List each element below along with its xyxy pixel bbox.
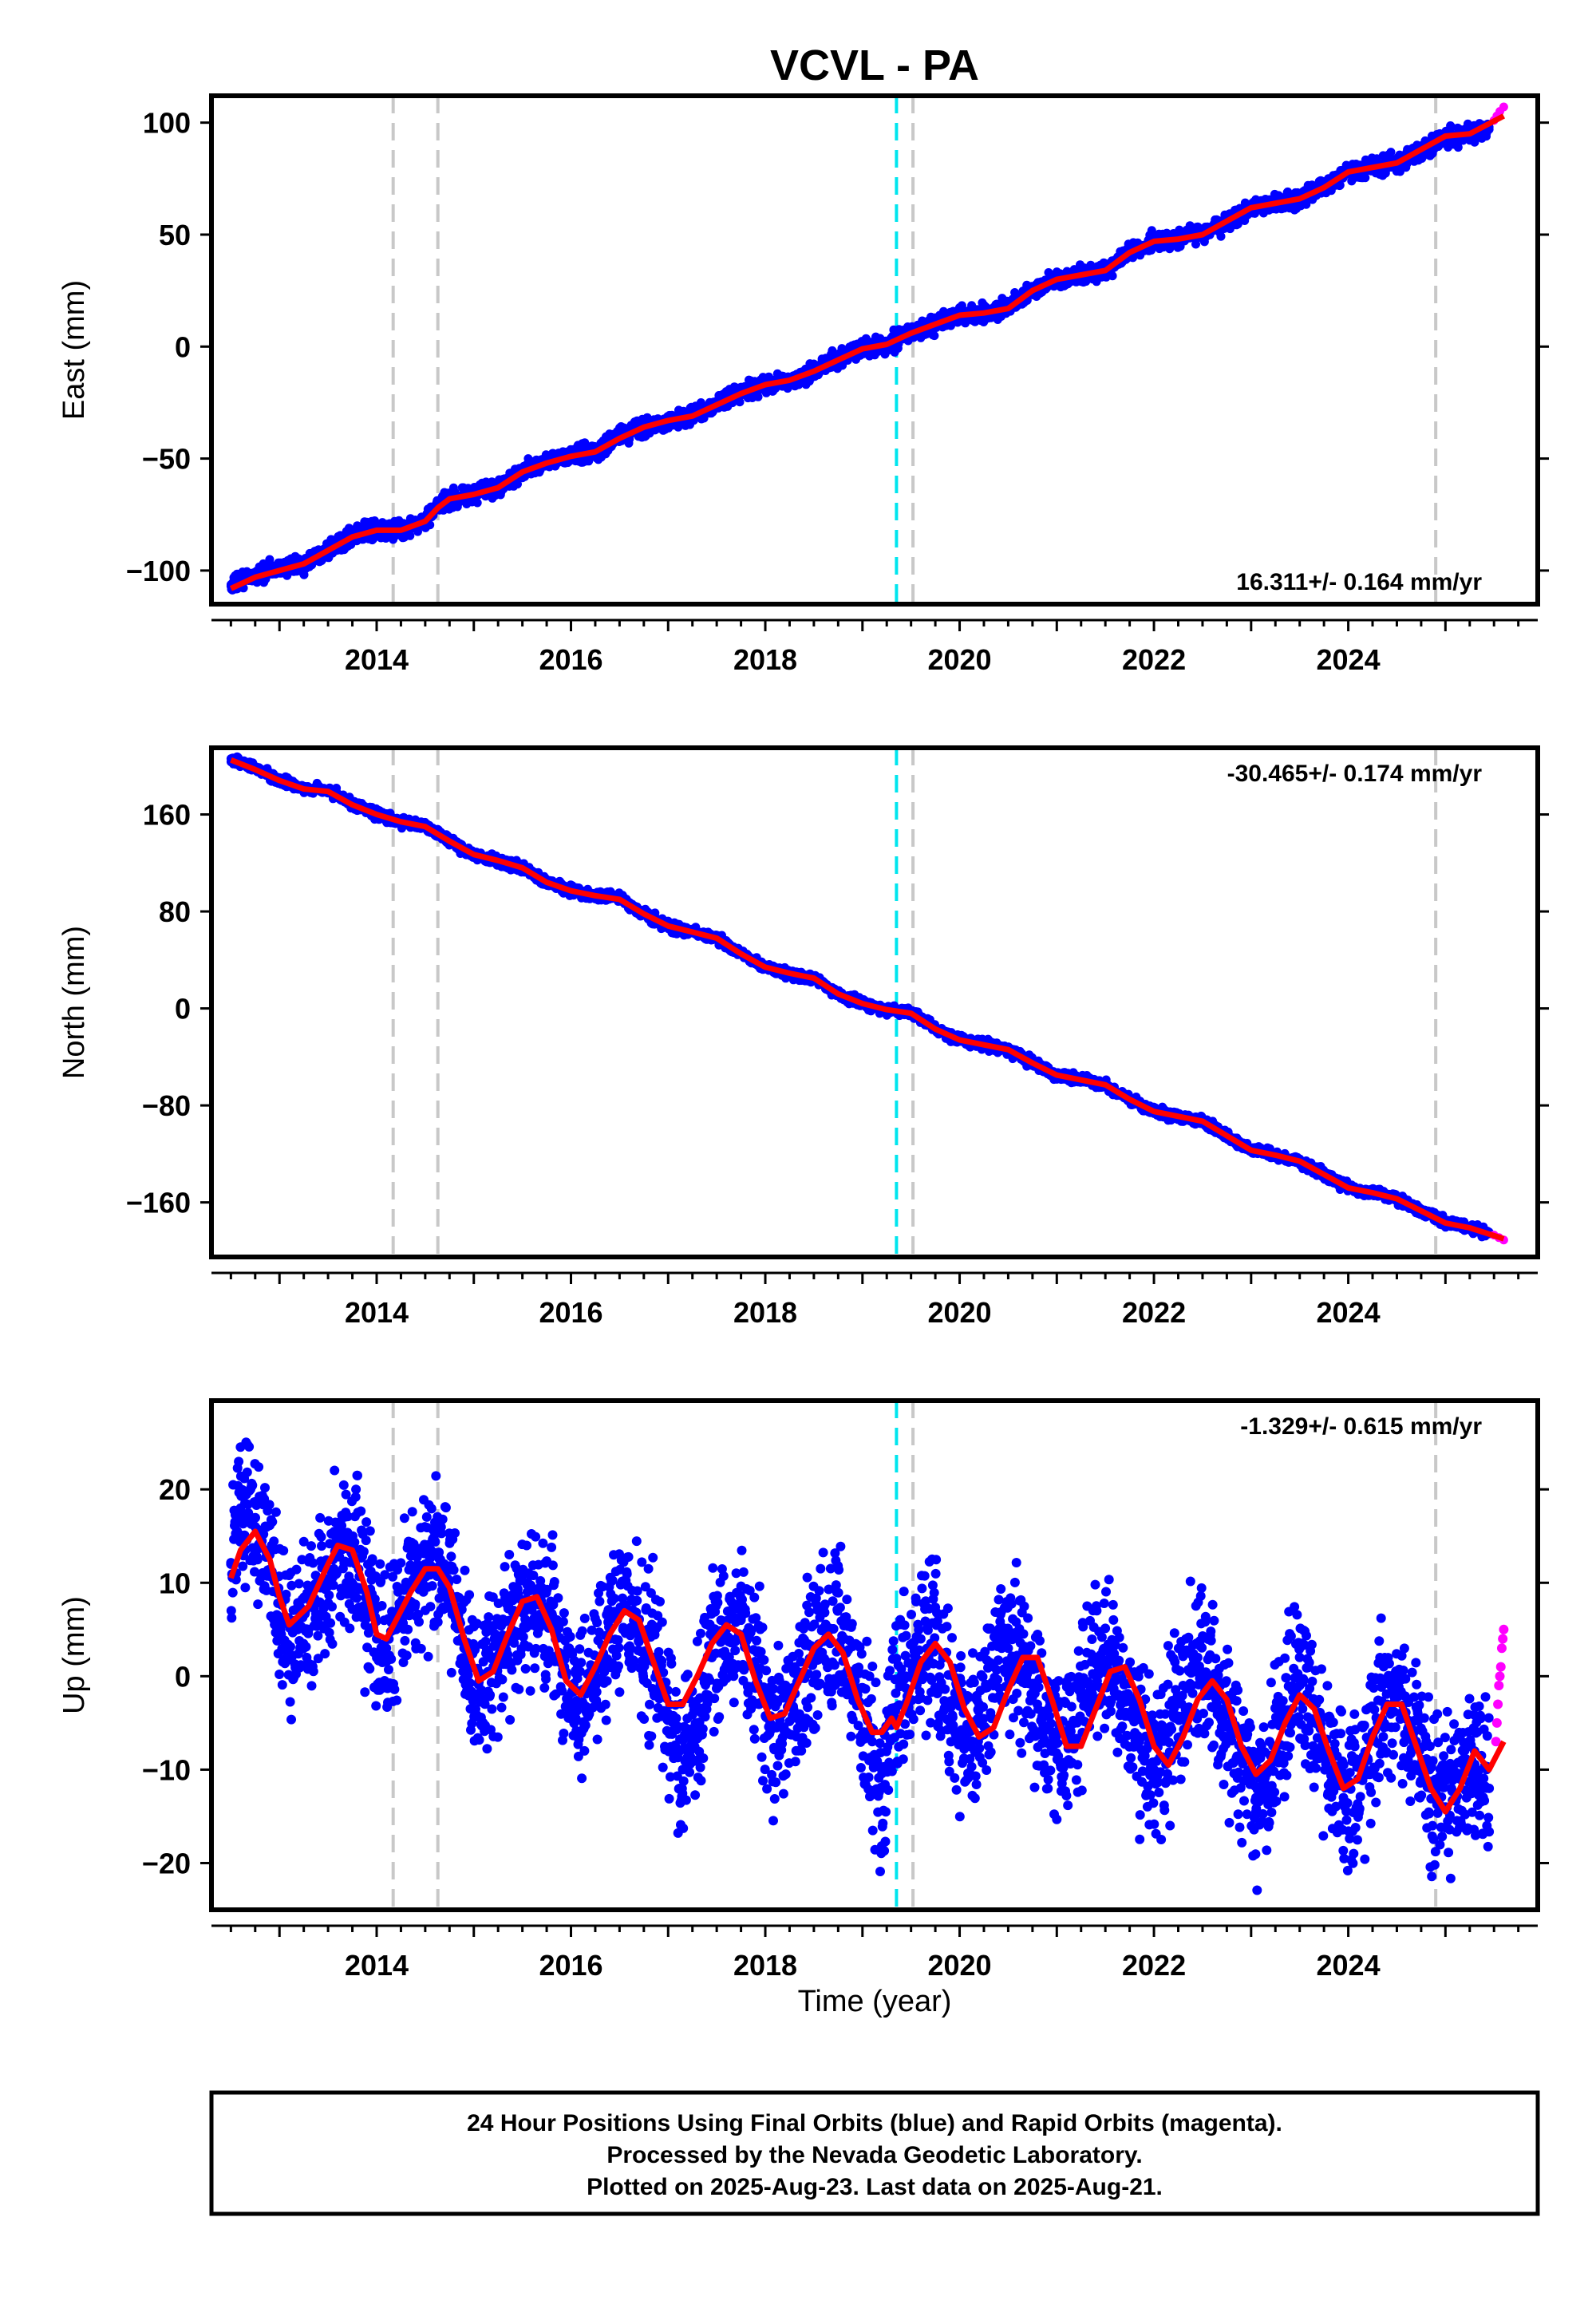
east-y-tick-label: 0: [175, 330, 191, 363]
north-plot-area: [226, 748, 1508, 1257]
east-model-fit-line: [229, 113, 1506, 591]
east-x-tick-label: 2022: [1122, 643, 1186, 676]
east-cloud-point: [1386, 148, 1396, 157]
east-x-tick-label: 2014: [345, 643, 409, 676]
east-y-tick-label: −50: [142, 443, 191, 476]
east-plot-area: [226, 96, 1508, 604]
figure-title: VCVL - PA: [770, 41, 979, 89]
east-cloud-point: [472, 498, 482, 508]
east-plot-frame: [209, 93, 1540, 607]
east-rapid-orbit-point: [1499, 102, 1508, 112]
east-y-axis-label: East (mm): [57, 280, 91, 420]
east-cloud-point: [930, 331, 939, 341]
east-x-tick-label: 2020: [927, 643, 991, 676]
east-cloud-point: [753, 392, 763, 401]
east-y-tick-label: 50: [159, 219, 191, 251]
east-x-tick-label: 2018: [733, 643, 797, 676]
east-cloud-point: [1302, 200, 1311, 209]
east-x-tick-label: 2016: [539, 643, 602, 676]
east-rate-label: 16.311+/- 0.164 mm/yr: [1236, 569, 1482, 595]
east-cloud-point: [1108, 271, 1117, 281]
east-y-tick-label: −100: [126, 555, 191, 587]
east-panel: −100 −50 0 50 100 2014 2016 2018 2020 2022 2024 Eas…: [57, 93, 1549, 676]
east-cloud-point: [513, 480, 522, 489]
east-y-tick-label: 100: [143, 107, 191, 140]
east-x-tick-label: 2024: [1317, 643, 1381, 676]
east-cloud-point: [735, 397, 745, 407]
east-cloud-point: [405, 531, 415, 540]
east-cloud-point: [1147, 226, 1156, 235]
east-cloud-point: [1335, 180, 1345, 190]
east-cloud-point: [1361, 173, 1370, 183]
east-cloud-point: [1216, 231, 1226, 241]
